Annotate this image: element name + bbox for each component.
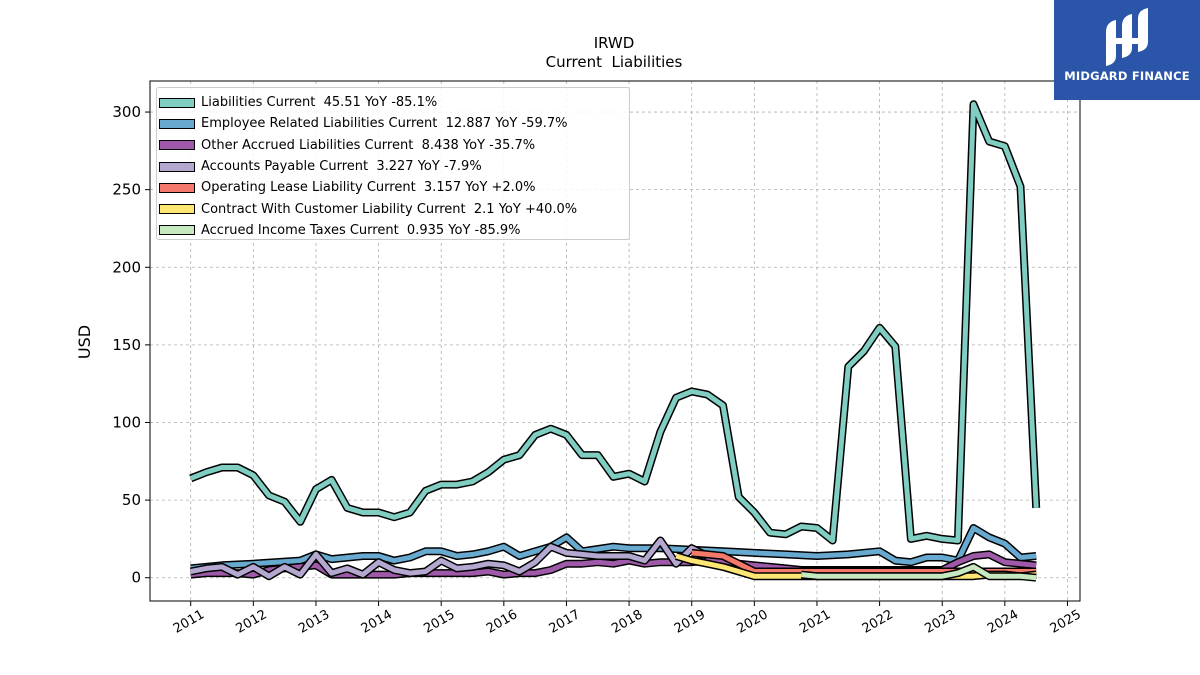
series-0: [189, 100, 1041, 545]
chart-subtitle: Current Liabilities: [546, 53, 683, 71]
x-tick-label: 2023: [922, 607, 958, 637]
plot-frame: [149, 80, 1081, 602]
legend-label: Accounts Payable Current 3.227 YoY -7.9%: [201, 159, 482, 175]
legend-label: Operating Lease Liability Current 3.157 …: [201, 180, 536, 196]
series-layer: [189, 100, 1041, 582]
chart-title: IRWD: [594, 34, 635, 52]
series-6: [800, 562, 1037, 582]
legend-item: Employee Related Liabilities Current 12.…: [157, 113, 629, 134]
y-tick-label: 0: [131, 569, 141, 587]
legend-item: Operating Lease Liability Current 3.157 …: [157, 177, 629, 198]
series-line: [190, 538, 709, 579]
x-tick-label: 2015: [421, 607, 457, 637]
x-tick-label: 2024: [985, 607, 1021, 637]
legend-swatch: [159, 204, 195, 215]
x-tick-label: 2025: [1048, 607, 1084, 637]
legend-item: Contract With Customer Liability Current…: [157, 198, 629, 219]
legend-item: Accrued Income Taxes Current 0.935 YoY -…: [157, 220, 629, 241]
brand-logo-text: MIDGARD FINANCE: [1064, 69, 1190, 83]
x-tick-label: 2018: [609, 607, 645, 637]
legend-label: Employee Related Liabilities Current 12.…: [201, 116, 568, 132]
legend-swatch: [159, 118, 195, 129]
x-axis-ticks: 2011 2012 2013 2014 2015 2016 2017 2018 2019 2020…: [171, 601, 1084, 637]
y-tick-label: 50: [122, 491, 141, 509]
x-tick-label: 2019: [672, 607, 708, 637]
legend-label: Liabilities Current 45.51 YoY -85.1%: [201, 95, 438, 111]
y-tick-label: 150: [112, 336, 141, 354]
x-tick-label: 2014: [359, 607, 395, 637]
x-tick-label: 2012: [234, 607, 270, 637]
series-line: [801, 564, 1037, 581]
legend-swatch: [159, 182, 195, 193]
legend-swatch: [159, 225, 195, 236]
x-tick-label: 2013: [296, 607, 332, 637]
legend-swatch: [159, 140, 195, 151]
x-tick-label: 2017: [547, 607, 583, 637]
legend-label: Contract With Customer Liability Current…: [201, 201, 578, 217]
y-axis-ticks: 0 50 100 150 200 250 300: [112, 103, 150, 587]
legend-item: Liabilities Current 45.51 YoY -85.1%: [157, 92, 629, 113]
midgard-finance-logo-icon: [1106, 8, 1148, 66]
chart-legend: Liabilities Current 45.51 YoY -85.1% Empl…: [156, 87, 630, 240]
y-tick-label: 250: [112, 181, 141, 199]
legend-item: Other Accrued Liabilities Current 8.438 …: [157, 135, 629, 156]
x-tick-label: 2016: [484, 607, 520, 637]
x-tick-label: 2011: [171, 607, 207, 637]
y-tick-label: 200: [112, 258, 141, 276]
legend-label: Other Accrued Liabilities Current 8.438 …: [201, 137, 536, 153]
x-tick-label: 2022: [860, 607, 896, 637]
x-tick-label: 2020: [735, 607, 771, 637]
series-3: [189, 536, 710, 581]
y-tick-label: 300: [112, 103, 141, 121]
legend-item: Accounts Payable Current 3.227 YoY -7.9%: [157, 156, 629, 177]
y-axis-label: USD: [75, 325, 94, 359]
legend-swatch: [159, 97, 195, 108]
legend-label: Accrued Income Taxes Current 0.935 YoY -…: [201, 222, 521, 238]
brand-logo: MIDGARD FINANCE: [1054, 0, 1200, 100]
y-tick-label: 100: [112, 413, 141, 431]
legend-swatch: [159, 161, 195, 172]
x-tick-label: 2021: [797, 607, 833, 637]
series-line: [189, 101, 1039, 543]
